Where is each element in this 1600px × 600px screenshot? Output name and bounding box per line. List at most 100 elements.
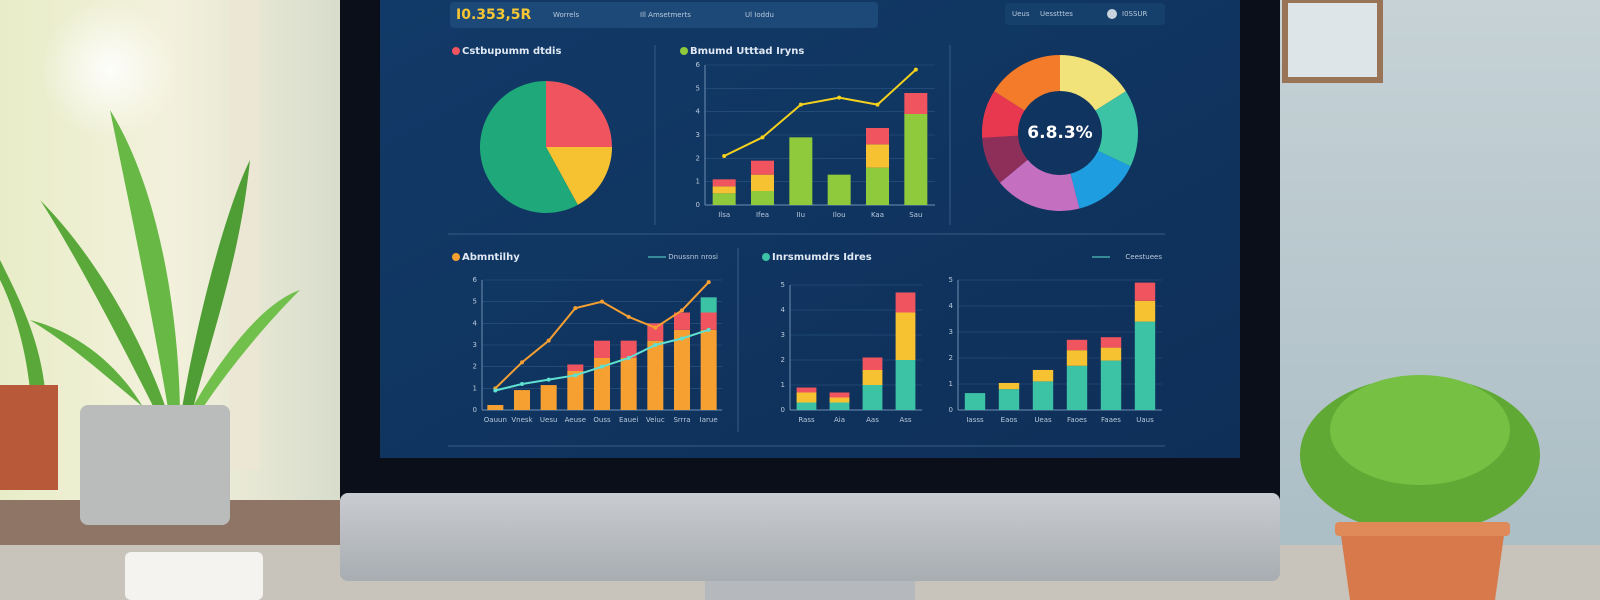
monitor-stand	[705, 581, 915, 600]
x-tick-label: Vnesk	[511, 416, 533, 424]
y-tick-label: 2	[949, 354, 953, 362]
y-tick-label: 2	[781, 356, 785, 364]
bar-segment	[895, 312, 916, 360]
line-point	[546, 377, 551, 382]
y-tick-label: 5	[949, 276, 953, 284]
x-tick-label: Eauei	[619, 416, 638, 424]
y-tick-label: 2	[696, 154, 700, 162]
bar-segment	[1134, 282, 1156, 301]
line-point	[798, 102, 803, 107]
x-tick-label: Ueas	[1034, 416, 1052, 424]
line-point	[520, 360, 524, 365]
y-tick-label: 0	[696, 201, 700, 209]
bar-segment	[700, 312, 717, 330]
slice	[546, 81, 612, 147]
bar-segment	[796, 392, 817, 403]
bar-segment	[964, 393, 986, 410]
bar-segment	[594, 340, 610, 358]
bar-segment	[829, 392, 850, 398]
line-point	[600, 364, 604, 369]
bar-segment	[895, 292, 916, 313]
bar-segment	[998, 382, 1020, 390]
bar-segment	[1100, 337, 1122, 348]
nav-item[interactable]: Ill Amsetmerts	[640, 11, 691, 19]
line-point	[680, 336, 684, 341]
bar-segment	[700, 329, 717, 410]
bar-segment	[712, 179, 736, 187]
bar-segment	[796, 387, 817, 393]
bar-segment	[700, 297, 717, 313]
line-point	[913, 67, 918, 72]
chart-title: Inrsmumdrs Idres	[772, 252, 872, 263]
x-tick-label: Aeuse	[565, 416, 586, 424]
x-tick-label: Eaos	[1001, 416, 1018, 424]
y-tick-label: 4	[696, 108, 701, 116]
line-point	[600, 299, 604, 304]
bar-segment	[1032, 369, 1054, 382]
bar-segment	[827, 174, 851, 205]
nav-item[interactable]: Ul Ioddu	[745, 11, 774, 19]
bar-segment	[998, 389, 1020, 410]
user-item[interactable]: Ueus	[1012, 10, 1030, 18]
bar-segment	[862, 370, 883, 385]
line-point	[653, 325, 658, 330]
bar-segment	[712, 186, 736, 194]
slice	[994, 55, 1060, 111]
nav-item[interactable]: Worrels	[553, 11, 580, 19]
title-dot	[762, 253, 770, 261]
bar-segment	[647, 340, 664, 410]
bar-segment	[540, 385, 557, 410]
line-point	[546, 338, 551, 343]
line-point	[837, 95, 842, 100]
nav-bar	[450, 2, 878, 28]
slice	[982, 91, 1025, 138]
bar-segment	[712, 193, 736, 205]
bar-segment	[1100, 347, 1122, 361]
x-tick-label: Ass	[899, 416, 911, 424]
bar-segment	[1066, 350, 1088, 366]
line-point	[626, 356, 631, 360]
x-tick-label: Aia	[834, 416, 845, 424]
bar-segment	[674, 329, 690, 410]
slice	[1095, 91, 1138, 167]
avatar[interactable]	[1107, 9, 1117, 19]
x-tick-label: Oauun	[484, 416, 507, 424]
line-point	[875, 102, 880, 107]
bar-segment	[904, 93, 928, 114]
slice	[1060, 55, 1126, 111]
x-tick-label: Iasss	[966, 416, 984, 424]
y-tick-label: 3	[949, 328, 953, 336]
x-tick-label: Kaa	[871, 211, 884, 219]
y-tick-label: 5	[473, 298, 477, 306]
logo: I0.353,5R	[456, 7, 532, 23]
line-point	[706, 280, 711, 285]
x-tick-label: Iarue	[700, 416, 718, 424]
slice	[982, 135, 1028, 183]
center-label: 6.8.3%	[1027, 123, 1092, 143]
y-tick-label: 5	[781, 281, 785, 289]
user-item[interactable]: I0SSUR	[1122, 10, 1148, 18]
x-tick-label: Ilsa	[718, 211, 730, 219]
user-item[interactable]: Uesstttes	[1040, 10, 1073, 18]
x-tick-label: Aas	[866, 416, 879, 424]
bar-segment	[751, 160, 774, 175]
x-tick-label: Ifea	[756, 211, 769, 219]
line-point	[680, 308, 684, 313]
line-point	[760, 135, 765, 140]
bar-segment	[1100, 360, 1122, 410]
light	[40, 0, 180, 140]
title-dot	[680, 47, 688, 55]
y-tick-label: 0	[781, 406, 785, 414]
line-point	[653, 343, 658, 347]
y-tick-label: 4	[781, 306, 786, 314]
bar-segment	[567, 364, 584, 371]
bar-segment	[862, 357, 883, 370]
mug	[125, 552, 263, 600]
y-tick-label: 1	[781, 381, 785, 389]
y-tick-label: 3	[696, 131, 700, 139]
x-tick-label: Veiuc	[646, 416, 665, 424]
bar-segment	[567, 371, 584, 410]
bar-segment	[866, 144, 889, 168]
bar-segment	[1066, 339, 1088, 351]
